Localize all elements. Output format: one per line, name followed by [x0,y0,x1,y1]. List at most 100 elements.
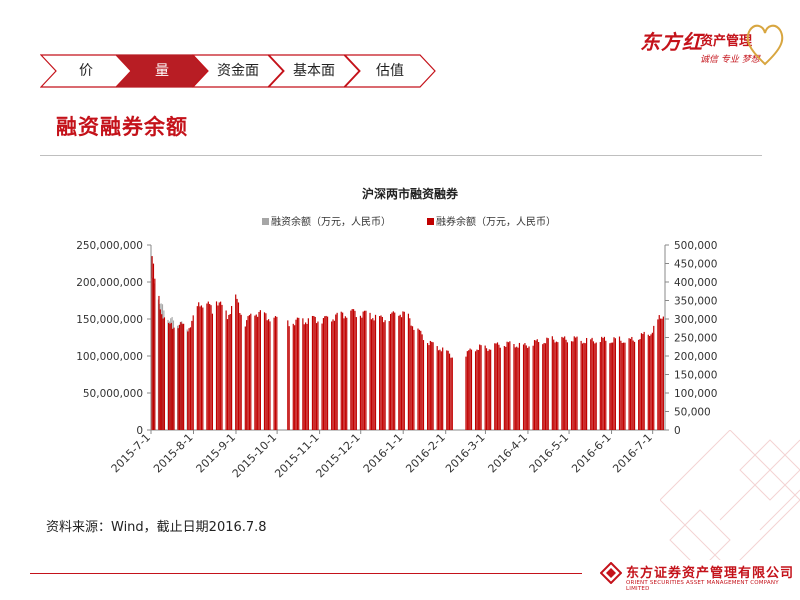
securities-bar [602,338,604,430]
nav-tab-label: 资金面 [217,63,259,79]
legend-label-securities: 融券余额（万元，人民币） [436,215,556,228]
securities-bar [400,317,403,430]
securities-bar [372,318,374,430]
securities-bar [612,342,614,430]
securities-bar [331,321,333,430]
securities-bar [639,339,641,430]
nav-tab-valuation[interactable]: 估值 [344,54,436,88]
chart-title: 沪深两市融资融券 [362,186,459,201]
securities-bar [432,342,434,430]
securities-bar [342,312,344,430]
securities-bar [169,323,171,430]
nav-tab-funds[interactable]: 资金面 [192,54,284,88]
securities-bar [499,347,501,430]
securities-bar [274,316,277,430]
securities-bar [507,342,510,430]
securities-bar [647,334,649,430]
securities-bar [592,341,595,430]
securities-bar [340,311,342,430]
securities-bar [218,302,220,430]
nav-tab-volume[interactable]: 量 [116,54,208,88]
securities-bar [199,306,201,430]
securities-bar [575,337,577,430]
right-axis-label: 300,000 [674,314,717,326]
securities-bar [436,346,438,430]
securities-bar [158,295,160,430]
securities-bar [431,341,433,430]
securities-bar [535,340,537,430]
securities-bar [200,305,203,430]
securities-bar [170,322,172,430]
securities-bar [631,336,633,430]
securities-bar [392,311,394,430]
securities-bar [180,322,182,430]
x-axis-label: 2016-3-1 [443,431,488,476]
securities-bar [187,331,189,430]
securities-bar [594,343,596,430]
securities-bar [451,357,453,430]
securities-bar [370,319,373,430]
securities-bar [490,349,492,430]
brand-slogan: 诚信 专业 梦想 [700,55,760,65]
securities-bar [643,331,645,430]
nav-tab-fundamentals[interactable]: 基本面 [268,54,360,88]
securities-bar [409,318,411,430]
heart-logo-icon [746,24,784,66]
securities-bar [326,316,329,430]
nav-chevron-shape [192,54,284,88]
securities-bar [632,340,634,430]
securities-bar [527,347,529,430]
chart-x-labels: 2015-7-12015-8-12015-9-12015-10-12015-11… [109,430,655,480]
securities-bar [609,343,611,430]
corner-decoration [660,430,800,560]
left-axis-label: 100,000,000 [76,351,143,363]
securities-bar [506,341,508,430]
securities-bar [363,310,366,430]
right-axis-label: 450,000 [674,259,717,271]
securities-bar [553,339,555,430]
right-axis-label: 250,000 [674,333,717,345]
securities-bar [590,339,592,430]
securities-bar [379,316,381,430]
securities-bar [226,319,229,430]
securities-bar [311,315,314,430]
securities-bar [562,337,564,430]
securities-bar [215,301,218,430]
chart-axes: 0 50,000,000 100,000,000 150,000,000 200,000… [76,240,717,437]
left-axis-label: 0 [136,425,143,437]
securities-bar [247,316,249,430]
securities-bar [628,338,630,430]
securities-bar [321,323,323,430]
securities-bar [210,305,212,430]
securities-bar [388,321,390,430]
nav-breadcrumb: 价 量 资金面 基本面 估值 [40,54,440,88]
x-axis-label: 2016-6-1 [569,431,614,476]
securities-bar [469,348,471,430]
securities-bar [477,349,479,430]
securities-bar [413,329,415,430]
securities-bar [314,316,316,430]
securities-bar [369,312,371,430]
securities-bar [603,336,606,430]
securities-bar [660,318,662,430]
securities-bar [374,314,377,430]
securities-bar [629,338,632,430]
securities-bar [324,316,326,430]
x-axis-label: 2015-7-1 [109,431,154,476]
securities-bar [658,315,660,430]
securities-bar [546,337,548,430]
securities-bar [183,323,185,430]
securities-bar [384,320,386,430]
securities-bar [446,350,448,430]
right-axis-label: 500,000 [674,240,717,252]
securities-bar [198,302,200,430]
nav-tab-price[interactable]: 价 [40,54,132,88]
nav-chevron-shape [116,54,208,88]
securities-bar [410,325,412,430]
right-axis-label: 200,000 [674,351,717,363]
securities-bar [476,349,478,430]
securities-bar [209,304,211,430]
securities-bar [572,341,574,430]
securities-bar [421,334,423,430]
left-axis-label: 50,000,000 [83,388,143,400]
